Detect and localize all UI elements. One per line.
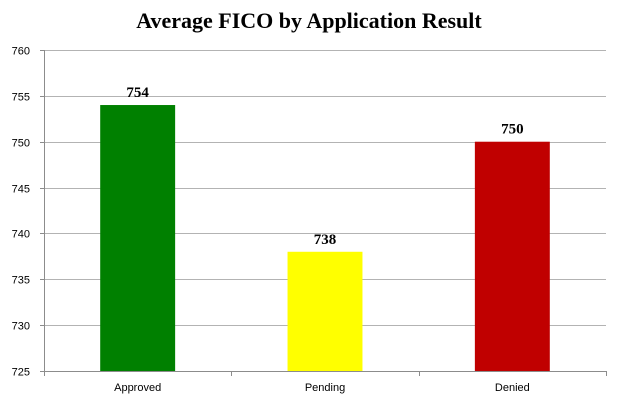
axes [44,50,607,376]
y-tick-label: 725 [12,367,30,379]
x-category-label: Denied [495,382,530,394]
x-axis-categories: Approved Pending Denied [114,382,530,394]
x-category-label: Pending [305,382,345,394]
data-label-pending: 738 [314,232,337,248]
y-tick-label: 755 [12,92,30,104]
x-category-label: Approved [114,382,161,394]
bar-denied [474,141,550,371]
bar-approved [100,105,176,372]
data-label-denied: 750 [501,122,524,138]
y-axis-ticks: 725 730 735 740 745 750 755 760 [12,46,44,379]
y-tick-label: 760 [12,46,30,58]
y-tick-label: 745 [12,184,30,196]
bar-pending [287,251,363,371]
chart-title: Average FICO by Application Result [136,8,482,33]
y-tick-label: 750 [12,138,30,150]
y-tick-label: 740 [12,229,30,241]
data-label-approved: 754 [126,85,149,101]
bars [100,105,550,372]
data-labels: 754 738 750 [126,85,523,248]
y-tick-label: 735 [12,275,30,287]
y-tick-label: 730 [12,321,30,333]
